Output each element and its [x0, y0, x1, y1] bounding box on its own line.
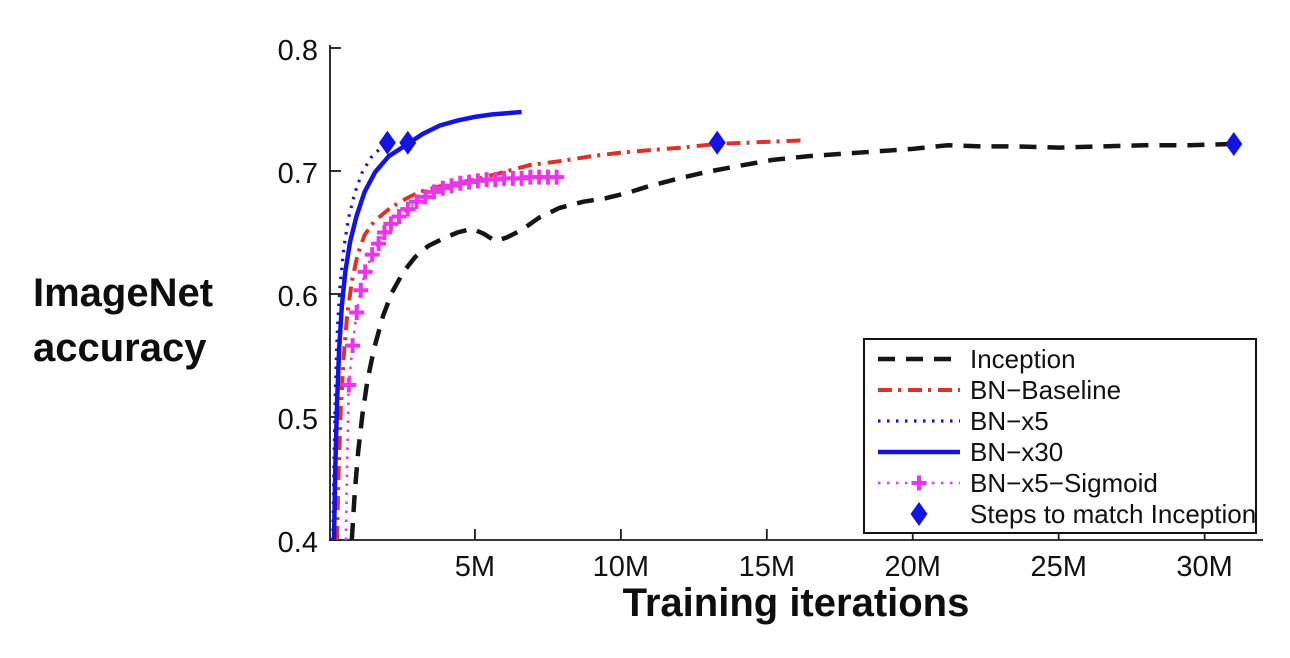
- y-tick-label-0.8: 0.8: [277, 35, 318, 67]
- x-tick-label-30M: 30M: [1176, 551, 1233, 583]
- diamond-marker-icon: [910, 501, 928, 526]
- plus-marker-icon: [371, 236, 387, 252]
- plus-marker-icon: [364, 247, 380, 263]
- plus-marker-icon: [400, 201, 416, 217]
- series-inception-line: [349, 141, 1234, 541]
- legend-item-inception: Inception: [865, 344, 1255, 374]
- legend-item-bn-x5: BN−x5: [865, 406, 1255, 436]
- diamond-marker-icon: [399, 130, 417, 155]
- plus-marker-icon: [549, 169, 565, 185]
- series-bn-x30-line: [331, 109, 522, 541]
- legend-sample-diamond-marker-icon: [910, 501, 928, 526]
- legend-item-steps-to-match: Steps to match Inception: [865, 498, 1257, 529]
- legend-sample-dashed-line-icon: [878, 356, 960, 361]
- y-axis-label-line1: ImageNet: [33, 271, 214, 315]
- plus-marker-icon: [391, 209, 407, 225]
- diamond-marker-icon: [1225, 131, 1243, 156]
- y-tick-label-0.7: 0.7: [277, 158, 318, 190]
- series-bn-baseline-line: [334, 138, 805, 541]
- plus-marker-icon: [426, 184, 442, 200]
- y-tick-label-0.5: 0.5: [277, 404, 318, 436]
- legend-item-bn-baseline: BN−Baseline: [865, 375, 1255, 405]
- legend-sample-dashdot-line-icon: [878, 387, 960, 392]
- plus-marker-icon: [911, 475, 927, 490]
- y-tick-label-0.6: 0.6: [277, 281, 318, 313]
- plus-marker-icon: [353, 282, 369, 298]
- x-tick-label-15M: 15M: [738, 551, 796, 583]
- plus-marker-icon: [376, 225, 392, 240]
- legend-sample-plus-marker-icon: [878, 475, 960, 490]
- plus-marker-icon: [409, 194, 425, 210]
- x-tick-label-5M: 5M: [454, 551, 496, 583]
- legend-sample-dotted-line-icon: [878, 418, 960, 423]
- y-axis-label-line2: accuracy: [33, 326, 207, 370]
- legend-label-bn-x5-sigmoid: BN−x5−Sigmoid: [970, 467, 1158, 498]
- plus-marker-icon: [345, 338, 361, 354]
- legend-label-inception: Inception: [970, 343, 1076, 374]
- x-tick-label-10M: 10M: [592, 551, 650, 583]
- plus-marker-icon: [341, 377, 357, 393]
- x-tick-label-20M: 20M: [884, 551, 941, 583]
- legend-label-bn-x5: BN−x5: [970, 405, 1049, 436]
- legend-label-steps-to-match: Steps to match Inception: [970, 498, 1257, 529]
- y-axis-label: ImageNet accuracy: [33, 266, 213, 376]
- diamond-marker-icon: [378, 130, 396, 155]
- legend: Inception BN−Baseline BN−x5 BN−x30 BN−x5…: [863, 338, 1257, 534]
- x-tick-label-25M: 25M: [1030, 551, 1087, 583]
- series-bn-x5-line: [331, 139, 397, 541]
- plus-marker-icon: [357, 264, 373, 280]
- plus-marker-icon: [383, 216, 399, 232]
- plus-marker-icon: [349, 304, 365, 320]
- plus-marker-icon: [435, 180, 451, 196]
- x-axis-label: Training iterations: [622, 581, 970, 625]
- legend-sample-solid-line-icon: [878, 449, 960, 454]
- diamond-marker-icon: [708, 130, 726, 155]
- plus-marker-icon: [444, 178, 460, 194]
- y-tick-label-0.4: 0.4: [277, 527, 318, 559]
- legend-item-bn-x30: BN−x30: [865, 437, 1255, 467]
- plus-marker-icon: [417, 189, 433, 205]
- legend-label-bn-x30: BN−x30: [970, 436, 1064, 467]
- legend-item-bn-x5-sigmoid: BN−x5−Sigmoid: [865, 468, 1255, 498]
- legend-label-bn-baseline: BN−Baseline: [970, 374, 1122, 405]
